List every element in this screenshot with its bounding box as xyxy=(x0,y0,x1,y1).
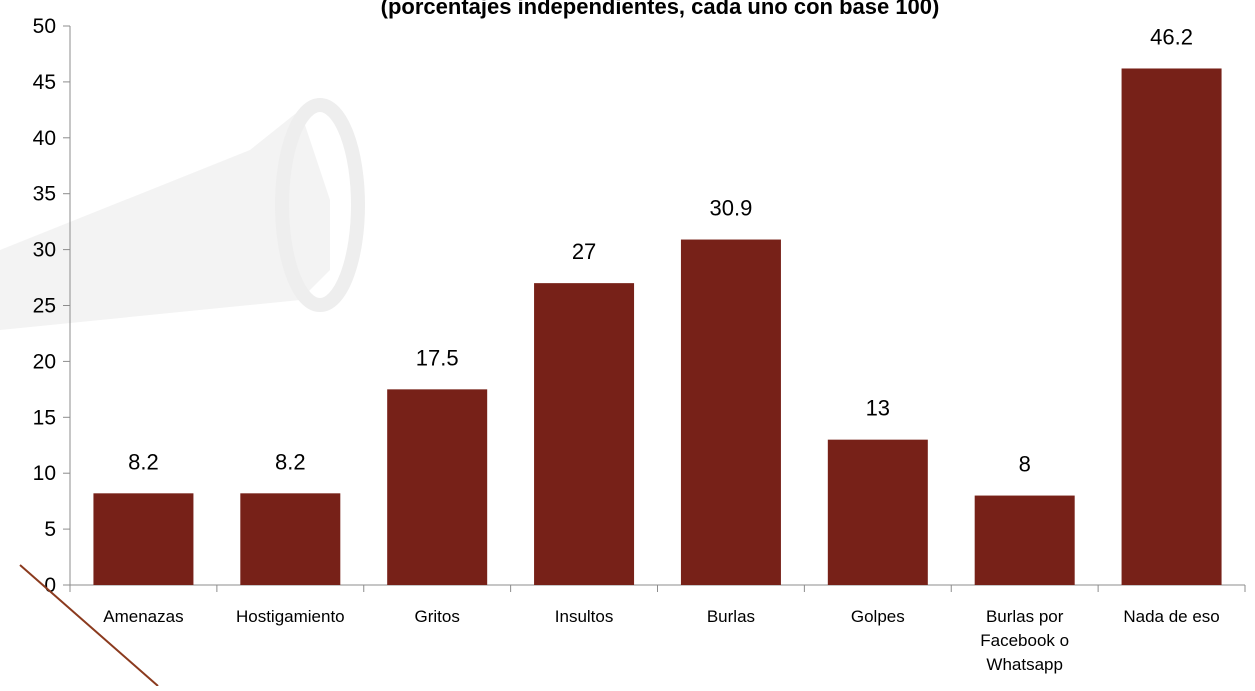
data-label: 8.2 xyxy=(128,449,159,474)
y-tick-label: 20 xyxy=(33,350,56,373)
data-label: 27 xyxy=(572,239,596,264)
bar xyxy=(680,239,781,585)
bar xyxy=(93,493,194,585)
y-tick-label: 50 xyxy=(33,15,56,38)
bar xyxy=(974,495,1075,585)
category-label: Facebook o xyxy=(980,631,1069,650)
data-label: 13 xyxy=(866,396,890,421)
y-tick-label: 35 xyxy=(33,183,56,206)
data-label: 46.2 xyxy=(1150,24,1193,49)
bar xyxy=(827,439,928,585)
y-tick-label: 5 xyxy=(44,518,56,541)
y-tick-label: 0 xyxy=(44,574,56,597)
y-tick-label: 45 xyxy=(33,71,56,94)
category-label: Hostigamiento xyxy=(236,607,345,626)
x-axis xyxy=(69,584,1246,592)
category-label: Burlas por xyxy=(986,607,1064,626)
category-label: Gritos xyxy=(415,607,460,626)
y-tick-label: 10 xyxy=(33,462,56,485)
y-tick-label: 30 xyxy=(33,239,56,262)
category-label: Burlas xyxy=(707,607,755,626)
y-tick-label: 40 xyxy=(33,127,56,150)
watermark-decoration xyxy=(0,98,365,330)
category-label: Whatsapp xyxy=(986,655,1063,674)
data-label: 8.2 xyxy=(275,449,306,474)
bars-group xyxy=(93,68,1222,585)
bar xyxy=(1121,68,1222,585)
y-axis: 0 5 10 15 20 25 30 35 40 45 50 xyxy=(33,15,71,597)
data-label: 8 xyxy=(1019,452,1031,477)
category-labels-group: Amenazas Hostigamiento Gritos Insultos Burla… xyxy=(103,607,1219,674)
category-label: Insultos xyxy=(555,607,614,626)
bar xyxy=(534,283,635,585)
category-label: Nada de eso xyxy=(1123,607,1219,626)
y-tick-label: 25 xyxy=(33,295,56,318)
data-label: 30.9 xyxy=(710,196,753,221)
data-labels-group: 8.2 8.2 17.5 27 30.9 13 8 46.2 xyxy=(128,24,1193,476)
category-label: Golpes xyxy=(851,607,905,626)
category-label: Amenazas xyxy=(103,607,183,626)
chart-title: (porcentajes independientes, cada uno co… xyxy=(381,0,940,19)
bar xyxy=(387,389,488,585)
data-label: 17.5 xyxy=(416,345,459,370)
decorative-diagonal-line xyxy=(19,564,159,687)
y-tick-label: 15 xyxy=(33,406,56,429)
bar xyxy=(240,493,341,585)
